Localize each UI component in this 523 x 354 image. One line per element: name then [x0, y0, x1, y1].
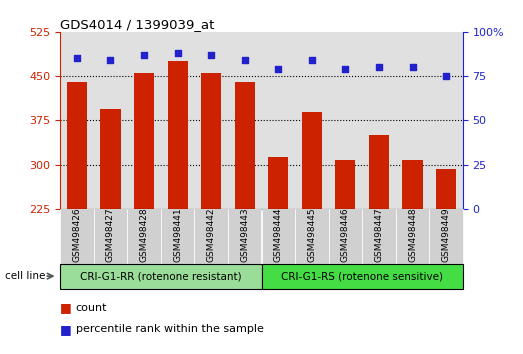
Bar [100, 109, 120, 209]
Point [308, 57, 316, 63]
Bar [369, 135, 389, 209]
Point [442, 73, 450, 79]
Text: GSM498446: GSM498446 [341, 207, 350, 262]
Bar [134, 73, 154, 209]
Point [140, 52, 148, 58]
Point [73, 56, 81, 61]
Point [375, 64, 383, 70]
Text: GSM498426: GSM498426 [72, 207, 82, 262]
Bar [335, 160, 356, 209]
Text: GSM498448: GSM498448 [408, 207, 417, 262]
Text: GSM498442: GSM498442 [207, 207, 215, 262]
Text: GSM498428: GSM498428 [140, 207, 149, 262]
Bar [403, 160, 423, 209]
Bar [67, 82, 87, 209]
Text: GSM498441: GSM498441 [173, 207, 182, 262]
Bar [436, 169, 456, 209]
Bar [201, 73, 221, 209]
Bar [268, 157, 288, 209]
Text: GSM498449: GSM498449 [441, 207, 451, 262]
Text: CRI-G1-RR (rotenone resistant): CRI-G1-RR (rotenone resistant) [80, 271, 242, 281]
Bar [167, 61, 188, 209]
Text: ■: ■ [60, 323, 72, 336]
Point [408, 64, 417, 70]
Bar [235, 82, 255, 209]
Text: GDS4014 / 1399039_at: GDS4014 / 1399039_at [60, 18, 214, 31]
Point [106, 57, 115, 63]
Text: ■: ■ [60, 302, 72, 314]
Text: GSM498445: GSM498445 [308, 207, 316, 262]
Point [207, 52, 215, 58]
Text: GSM498447: GSM498447 [374, 207, 383, 262]
Text: CRI-G1-RS (rotenone sensitive): CRI-G1-RS (rotenone sensitive) [281, 271, 443, 281]
Text: count: count [76, 303, 107, 313]
Text: GSM498444: GSM498444 [274, 207, 283, 262]
Point [341, 66, 349, 72]
Point [274, 66, 282, 72]
Text: percentile rank within the sample: percentile rank within the sample [76, 324, 264, 334]
Text: cell line: cell line [5, 271, 46, 281]
Point [174, 50, 182, 56]
Bar [302, 112, 322, 209]
Point [241, 57, 249, 63]
Text: GSM498427: GSM498427 [106, 207, 115, 262]
Text: GSM498443: GSM498443 [240, 207, 249, 262]
